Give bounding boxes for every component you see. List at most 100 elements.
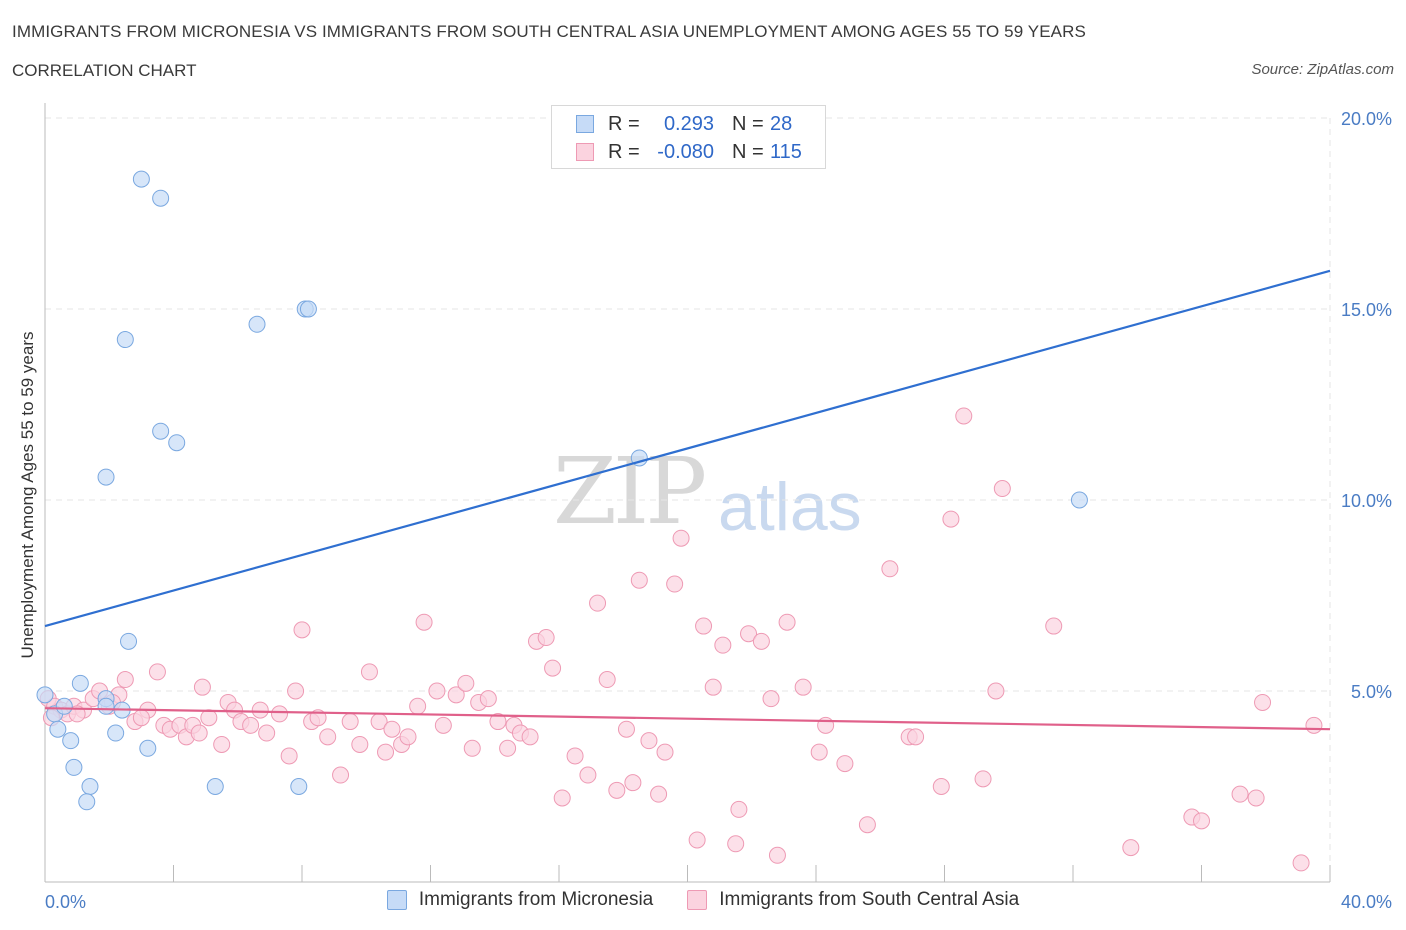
data-point xyxy=(695,617,713,635)
data-point xyxy=(566,747,584,765)
data-point xyxy=(271,705,289,723)
data-point xyxy=(193,678,211,696)
data-point xyxy=(704,678,722,696)
data-point xyxy=(190,724,208,742)
grid-lines xyxy=(45,117,1331,882)
data-point xyxy=(360,663,378,681)
data-point xyxy=(415,613,433,631)
legend-label-micronesia: Immigrants from Micronesia xyxy=(418,889,654,910)
data-point xyxy=(778,613,796,631)
legend-r-value: 0.293 xyxy=(663,112,714,135)
data-point xyxy=(206,778,224,795)
data-point xyxy=(1305,716,1323,734)
data-point xyxy=(383,720,401,738)
data-point xyxy=(71,674,89,692)
data-point xyxy=(213,735,231,753)
trend-line xyxy=(44,269,1331,628)
legend-n-value: 115 xyxy=(770,140,802,163)
y-tick-label: 20.0% xyxy=(1341,109,1392,129)
legend-swatch-south-central-asia xyxy=(576,143,594,161)
data-point xyxy=(248,315,266,333)
data-point xyxy=(200,709,218,727)
data-point xyxy=(656,743,674,761)
data-point xyxy=(258,724,276,742)
trend-line xyxy=(44,707,1331,731)
data-point xyxy=(299,300,317,318)
watermark-atlas: atlas xyxy=(718,469,862,545)
data-point xyxy=(537,629,555,647)
data-point xyxy=(762,690,780,708)
data-point xyxy=(810,743,828,761)
chart-subtitle: CORRELATION CHART xyxy=(12,61,197,80)
data-point xyxy=(479,690,497,708)
data-point xyxy=(727,835,745,853)
data-point xyxy=(62,732,80,750)
data-point xyxy=(932,778,950,795)
legend-label-south-central-asia: Immigrants from South Central Asia xyxy=(719,889,1020,910)
data-point xyxy=(139,739,157,757)
data-point xyxy=(1122,839,1140,857)
data-point xyxy=(640,732,658,750)
data-point xyxy=(1231,785,1249,803)
data-point xyxy=(955,407,973,425)
data-point xyxy=(650,785,668,803)
data-point xyxy=(49,720,67,738)
legend-swatch-micronesia xyxy=(386,890,407,910)
data-point xyxy=(332,766,350,784)
data-point xyxy=(1247,789,1265,807)
data-point xyxy=(666,575,684,593)
data-point xyxy=(152,189,170,207)
data-point xyxy=(630,571,648,589)
data-point xyxy=(290,778,308,795)
data-point xyxy=(55,697,73,715)
legend-item-micronesia[interactable]: Immigrants from Micronesia xyxy=(386,889,654,911)
axes xyxy=(44,103,1331,883)
legend-r-label: R = xyxy=(608,140,640,163)
series-south-central-asia xyxy=(39,407,1323,872)
data-point xyxy=(293,621,311,639)
data-point xyxy=(351,735,369,753)
legend-item-south-central-asia[interactable]: Immigrants from South Central Asia xyxy=(687,889,1019,911)
legend-n-value: 28 xyxy=(770,112,793,135)
data-point xyxy=(489,713,507,731)
data-point xyxy=(78,793,96,811)
data-point xyxy=(97,468,115,486)
data-point xyxy=(589,594,607,612)
data-point xyxy=(974,770,992,788)
data-point xyxy=(768,846,786,864)
legend-row-south-central-asia: R = -0.080 N = 115 xyxy=(576,139,802,165)
legend-r-label: R = xyxy=(608,112,640,135)
data-point xyxy=(544,659,562,677)
data-point xyxy=(68,705,86,723)
legend-swatch-south-central-asia xyxy=(687,890,708,910)
data-point xyxy=(463,739,481,757)
y-axis-label: Unemployment Among Ages 55 to 59 years xyxy=(18,332,37,659)
data-point xyxy=(942,510,960,528)
data-point xyxy=(881,560,899,578)
data-point xyxy=(553,789,571,807)
data-point xyxy=(341,713,359,731)
chart-title: IMMIGRANTS FROM MICRONESIA VS IMMIGRANTS… xyxy=(12,22,1086,41)
data-point xyxy=(1193,812,1210,830)
data-point xyxy=(1045,617,1063,635)
legend-swatch-micronesia xyxy=(576,115,594,133)
data-point xyxy=(907,728,925,746)
data-point xyxy=(152,422,170,440)
data-point xyxy=(598,671,616,689)
data-point xyxy=(116,671,134,689)
data-point xyxy=(672,529,690,547)
tick-labels: 5.0% 10.0% 15.0% 20.0% 0.0% 40.0% xyxy=(45,109,1392,912)
data-point xyxy=(287,682,305,700)
legend-n-label: N = xyxy=(732,112,764,135)
data-point xyxy=(132,709,150,727)
data-point xyxy=(1070,491,1088,509)
legend-n-label: N = xyxy=(732,140,764,163)
data-point xyxy=(116,331,134,349)
data-point xyxy=(714,636,732,654)
data-point xyxy=(97,697,115,715)
series-micronesia xyxy=(36,170,1088,811)
trend-lines xyxy=(44,269,1331,731)
x-tick-label: 40.0% xyxy=(1341,892,1392,912)
data-point xyxy=(617,720,635,738)
